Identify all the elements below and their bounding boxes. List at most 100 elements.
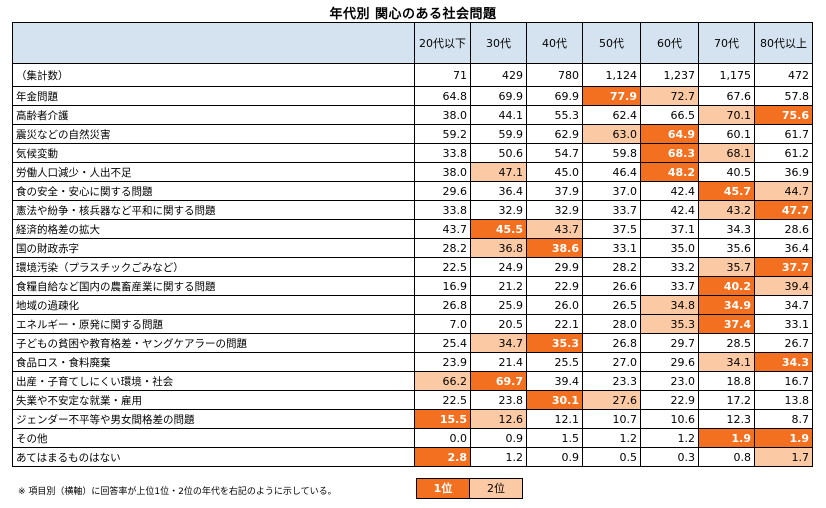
value-cell: 28.2 xyxy=(582,257,641,277)
value-cell: 12.3 xyxy=(698,409,755,429)
table-row: 労働人口減少・人出不足 38.0 47.1 45.0 46.4 48.2 40.5 36.9 xyxy=(12,162,813,182)
value-cell: 16.9 xyxy=(414,276,471,296)
value-cell: 18.8 xyxy=(698,371,755,391)
count-cell: 472 xyxy=(754,63,813,87)
value-cell: 38.0 xyxy=(414,162,471,182)
count-cell: 1,124 xyxy=(582,63,641,87)
value-cell: 2.8 xyxy=(414,447,471,467)
value-cell: 45.5 xyxy=(470,219,527,239)
column-header: 30代 xyxy=(470,22,527,64)
value-cell: 15.5 xyxy=(414,409,471,429)
column-header: 40代 xyxy=(526,22,583,64)
value-cell: 21.4 xyxy=(470,352,527,372)
value-cell: 37.0 xyxy=(582,181,641,201)
value-cell: 47.1 xyxy=(470,162,527,182)
value-cell: 32.9 xyxy=(470,200,527,220)
value-cell: 37.9 xyxy=(526,181,583,201)
row-label: 地域の過疎化 xyxy=(12,295,415,315)
value-cell: 34.7 xyxy=(754,295,813,315)
count-row: （集計数） 71 429 780 1,124 1,237 1,175 472 xyxy=(12,63,813,87)
value-cell: 33.8 xyxy=(414,143,471,163)
row-label: 震災などの自然災害 xyxy=(12,124,415,144)
row-label: 年金問題 xyxy=(12,86,415,106)
value-cell: 7.0 xyxy=(414,314,471,334)
value-cell: 13.8 xyxy=(754,390,813,410)
legend-second-place: 2位 xyxy=(470,479,522,498)
value-cell: 28.2 xyxy=(414,238,471,258)
value-cell: 59.8 xyxy=(582,143,641,163)
row-label: 失業や不安定な就業・雇用 xyxy=(12,390,415,410)
value-cell: 59.9 xyxy=(470,124,527,144)
value-cell: 22.1 xyxy=(526,314,583,334)
data-table: 20代以下 30代 40代 50代 60代 70代 80代以上 （集計数） 71… xyxy=(12,22,813,467)
value-cell: 44.1 xyxy=(470,105,527,125)
table-row: 食の安全・安心に関する問題 29.6 36.4 37.9 37.0 42.4 45.7 44.… xyxy=(12,181,813,201)
value-cell: 45.7 xyxy=(698,181,755,201)
value-cell: 29.7 xyxy=(640,333,699,353)
count-label: （集計数） xyxy=(12,63,415,87)
table-row: ジェンダー不平等や男女間格差の問題 15.5 12.6 12.1 10.7 10.6 12.… xyxy=(12,409,813,429)
column-header: 20代以下 xyxy=(414,22,471,64)
count-cell: 71 xyxy=(414,63,471,87)
value-cell: 36.8 xyxy=(470,238,527,258)
row-label: その他 xyxy=(12,428,415,448)
footnote: ※ 項目別（横軸）に回答率が上位1位・2位の年代を右記のように示している。 xyxy=(18,487,337,497)
value-cell: 22.9 xyxy=(526,276,583,296)
value-cell: 0.5 xyxy=(582,447,641,467)
value-cell: 30.1 xyxy=(526,390,583,410)
table-row: 年金問題 64.8 69.9 69.9 77.9 72.7 67.6 57.8 xyxy=(12,86,813,106)
value-cell: 17.2 xyxy=(698,390,755,410)
value-cell: 37.4 xyxy=(698,314,755,334)
row-label: 食の安全・安心に関する問題 xyxy=(12,181,415,201)
value-cell: 39.4 xyxy=(526,371,583,391)
value-cell: 32.9 xyxy=(526,200,583,220)
value-cell: 42.4 xyxy=(640,181,699,201)
value-cell: 35.3 xyxy=(640,314,699,334)
value-cell: 40.2 xyxy=(698,276,755,296)
value-cell: 24.9 xyxy=(470,257,527,277)
value-cell: 35.0 xyxy=(640,238,699,258)
value-cell: 61.7 xyxy=(754,124,813,144)
value-cell: 62.4 xyxy=(582,105,641,125)
value-cell: 72.7 xyxy=(640,86,699,106)
value-cell: 66.2 xyxy=(414,371,471,391)
table-row: 環境汚染（プラスチックごみなど） 22.5 24.9 29.9 28.2 33.2 35.7… xyxy=(12,257,813,277)
value-cell: 10.6 xyxy=(640,409,699,429)
table-row: 国の財政赤字 28.2 36.8 38.6 33.1 35.0 35.6 36.4 xyxy=(12,238,813,258)
value-cell: 64.9 xyxy=(640,124,699,144)
table-row: 失業や不安定な就業・雇用 22.5 23.8 30.1 27.6 22.9 17.2 13.8 xyxy=(12,390,813,410)
value-cell: 23.0 xyxy=(640,371,699,391)
value-cell: 0.3 xyxy=(640,447,699,467)
header-row: 20代以下 30代 40代 50代 60代 70代 80代以上 xyxy=(12,22,813,64)
table-row: その他 0.0 0.9 1.5 1.2 1.2 1.9 1.9 xyxy=(12,428,813,448)
value-cell: 27.0 xyxy=(582,352,641,372)
count-cell: 1,175 xyxy=(698,63,755,87)
value-cell: 23.3 xyxy=(582,371,641,391)
value-cell: 69.7 xyxy=(470,371,527,391)
legend-first-place: 1位 xyxy=(417,479,470,498)
row-label: 食糧自給など国内の農畜産業に関する問題 xyxy=(12,276,415,296)
table-row: 出産・子育てしにくい環境・社会 66.2 69.7 39.4 23.3 23.0 18.8 1… xyxy=(12,371,813,391)
value-cell: 16.7 xyxy=(754,371,813,391)
value-cell: 26.5 xyxy=(582,295,641,315)
value-cell: 8.7 xyxy=(754,409,813,429)
value-cell: 23.8 xyxy=(470,390,527,410)
value-cell: 33.1 xyxy=(754,314,813,334)
value-cell: 38.6 xyxy=(526,238,583,258)
value-cell: 68.1 xyxy=(698,143,755,163)
column-header: 60代 xyxy=(640,22,699,64)
row-label: エネルギー・原発に関する問題 xyxy=(12,314,415,334)
value-cell: 10.7 xyxy=(582,409,641,429)
value-cell: 50.6 xyxy=(470,143,527,163)
value-cell: 33.7 xyxy=(582,200,641,220)
value-cell: 1.9 xyxy=(698,428,755,448)
value-cell: 57.8 xyxy=(754,86,813,106)
value-cell: 66.5 xyxy=(640,105,699,125)
value-cell: 1.5 xyxy=(526,428,583,448)
value-cell: 26.8 xyxy=(414,295,471,315)
value-cell: 29.6 xyxy=(640,352,699,372)
value-cell: 26.7 xyxy=(754,333,813,353)
value-cell: 26.8 xyxy=(582,333,641,353)
value-cell: 77.9 xyxy=(582,86,641,106)
value-cell: 34.7 xyxy=(470,333,527,353)
